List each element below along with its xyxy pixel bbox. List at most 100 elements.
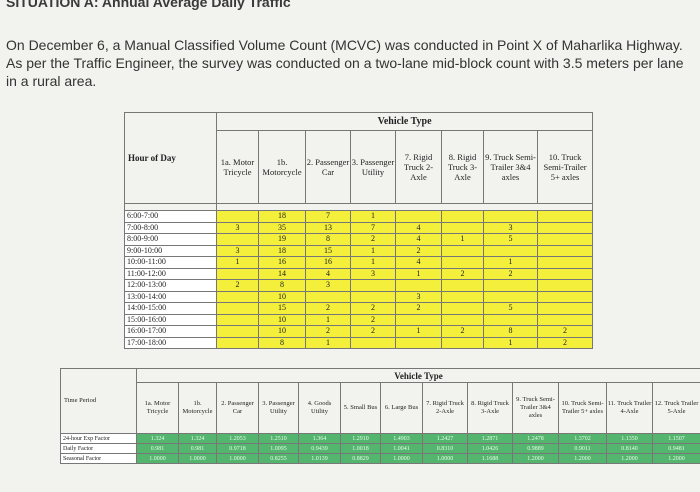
count-cell (536, 290, 594, 303)
factor-cell: 0.981 (136, 443, 179, 454)
count-cell (441, 210, 484, 223)
count-cell: 7 (350, 221, 396, 234)
factor-label: 24-hour Exp Factor (60, 433, 137, 444)
table-row: 14:00-15:00 15 2 2 2 5 (124, 302, 594, 315)
count-cell (483, 290, 538, 303)
column-header: 10. Truck Semi-Trailer 5+ axles (558, 382, 607, 434)
table-row: 9:00-10:00 3 18 15 1 2 (124, 244, 594, 257)
count-cell (483, 313, 538, 326)
table-row: 7:00-8:00 3 35 13 7 4 3 (124, 221, 594, 234)
count-cell (441, 313, 484, 326)
count-cell (483, 244, 538, 257)
count-cell: 1 (216, 256, 259, 269)
count-cell: 3 (395, 290, 442, 303)
hour-cell: 15:00-16:00 (124, 313, 217, 326)
count-cell: 1 (395, 325, 442, 338)
factor-cell: 0.9011 (558, 443, 607, 454)
factor-cell: 1.2000 (512, 453, 559, 464)
count-cell (305, 290, 351, 303)
hour-cell: 13:00-14:00 (124, 290, 217, 303)
count-cell (350, 279, 396, 292)
factor-cell: 1.4903 (380, 433, 423, 444)
column-header: 8. Rigid Truck 3-Axle (467, 382, 513, 434)
count-cell: 15 (305, 244, 351, 257)
count-cell (483, 279, 538, 292)
factor-cell: 1.0095 (258, 443, 299, 454)
count-cell (395, 313, 442, 326)
count-cell (395, 210, 442, 223)
count-cell: 14 (258, 267, 306, 280)
count-cell: 3 (483, 221, 538, 234)
count-cell: 2 (483, 267, 538, 280)
count-cell (441, 221, 484, 234)
count-cell: 8 (483, 325, 538, 338)
factor-cell: 1.2000 (558, 453, 607, 464)
column-header: 4. Goods Utility (298, 382, 341, 434)
factor-cell: 0.9718 (216, 443, 259, 454)
count-cell (216, 313, 259, 326)
count-cell (441, 256, 484, 269)
count-cell (441, 290, 484, 303)
count-cell: 16 (305, 256, 351, 269)
count-cell: 1 (350, 244, 396, 257)
column-header: 2. Passenger Car (305, 130, 351, 204)
count-cell (441, 244, 484, 257)
factor-label: Seasonal Factor (60, 453, 137, 464)
count-cell: 2 (305, 302, 351, 315)
hour-cell: 16:00-17:00 (124, 325, 217, 338)
factor-cell: 1.0000 (136, 453, 179, 464)
count-cell (216, 290, 259, 303)
hour-cell: 8:00-9:00 (124, 233, 217, 246)
count-cell: 18 (258, 244, 306, 257)
count-cell (350, 290, 396, 303)
factor-cell: 1.2871 (467, 433, 513, 444)
count-cell: 2 (305, 325, 351, 338)
count-cell (536, 210, 594, 223)
hour-cell: 14:00-15:00 (124, 302, 217, 315)
count-cell: 8 (258, 279, 306, 292)
factor-cell: 1.0018 (340, 443, 381, 454)
hour-cell: 7:00-8:00 (124, 221, 217, 234)
factor-cell: 0.8829 (340, 453, 381, 464)
table-row: 8:00-9:00 19 8 2 4 1 5 (124, 233, 594, 246)
factor-cell: 1.0000 (380, 453, 423, 464)
count-cell (216, 302, 259, 315)
factor-cell: 1.0139 (298, 453, 341, 464)
count-cell (536, 267, 594, 280)
factor-cell: 1.0000 (178, 453, 217, 464)
count-cell (483, 210, 538, 223)
factor-cell: 1.0041 (380, 443, 423, 454)
hour-cell: 11:00-12:00 (124, 267, 217, 280)
factor-cell: 1.0426 (467, 443, 513, 454)
factor-cell: 1.1350 (606, 433, 653, 444)
count-cell: 35 (258, 221, 306, 234)
factor-cell: 1.2910 (340, 433, 381, 444)
factor-cell: 1.2053 (216, 433, 259, 444)
count-cell (536, 302, 594, 315)
count-cell: 18 (258, 210, 306, 223)
count-cell: 16 (258, 256, 306, 269)
column-header: 10. Truck Semi-Trailer 5+ axles (536, 130, 594, 204)
column-header: 9. Truck Semi-Trailer 3&4 axles (512, 382, 559, 434)
factor-cell: 1.324 (136, 433, 179, 444)
count-cell (216, 336, 259, 349)
count-cell: 2 (395, 244, 442, 257)
factor-cell: 1.1507 (651, 433, 700, 444)
count-cell: 10 (258, 313, 306, 326)
count-cell: 2 (350, 302, 396, 315)
count-cell (350, 336, 396, 349)
column-header: 1b. Motorcycle (178, 382, 217, 434)
factor-cell: 1.1688 (467, 453, 513, 464)
count-cell: 5 (483, 233, 538, 246)
count-cell: 2 (536, 325, 594, 338)
count-cell (216, 267, 259, 280)
expansion-factor-table: Time Period Vehicle Type 1a. Motor Tricy… (60, 368, 700, 464)
table-row: 11:00-12:00 14 4 3 1 2 2 (124, 267, 594, 280)
factor-cell: 0.8255 (258, 453, 299, 464)
hourly-count-table: Hour of Day Vehicle Type 1a. Motor Tricy… (124, 112, 594, 349)
count-cell: 19 (258, 233, 306, 246)
count-cell (441, 336, 484, 349)
column-header: 8. Rigid Truck 3-Axle (441, 130, 484, 204)
hour-cell: 6:00-7:00 (124, 210, 217, 223)
count-cell: 2 (350, 313, 396, 326)
